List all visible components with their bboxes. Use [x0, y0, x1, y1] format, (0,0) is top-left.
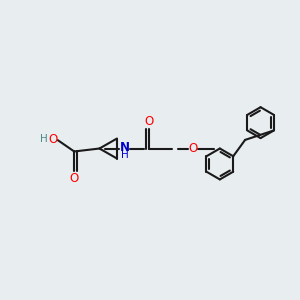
Text: N: N [120, 141, 130, 154]
Text: O: O [145, 115, 154, 128]
Text: O: O [48, 133, 57, 146]
Text: O: O [188, 142, 198, 155]
Text: H: H [121, 150, 129, 160]
Text: H: H [40, 134, 47, 144]
Text: O: O [70, 172, 79, 185]
